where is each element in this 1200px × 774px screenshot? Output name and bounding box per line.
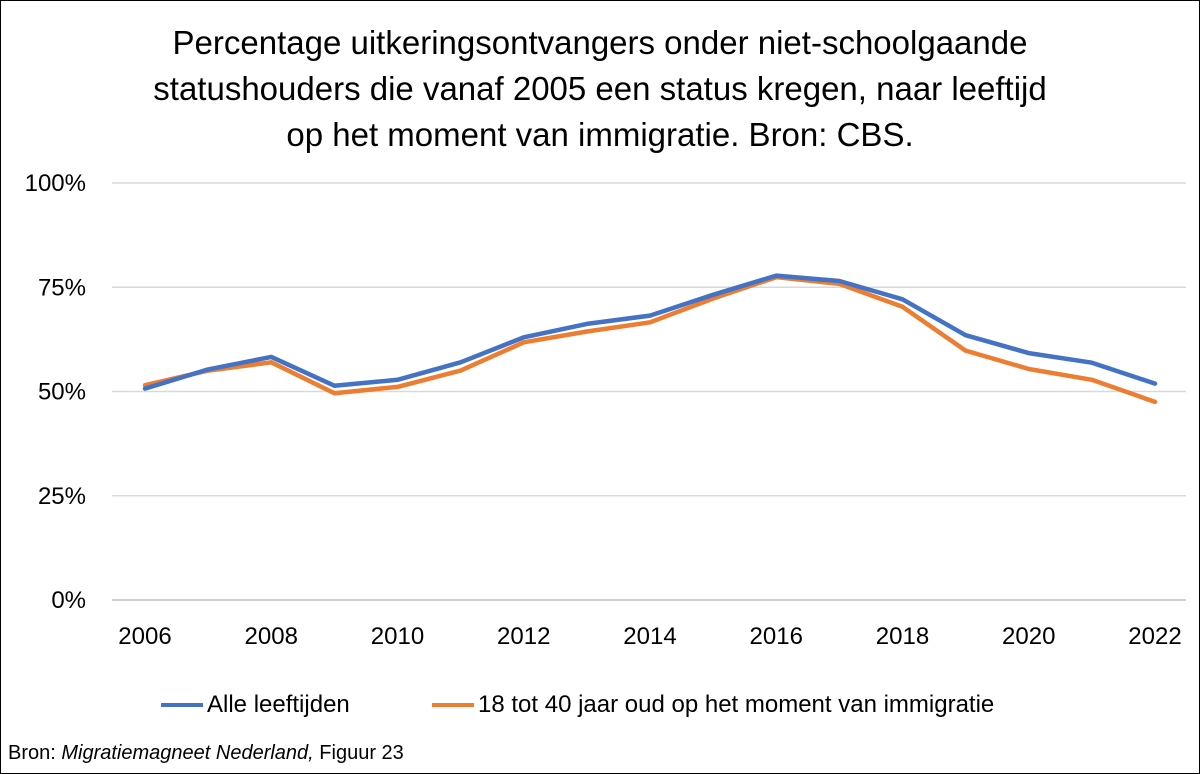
chart-title-line-1: Percentage uitkeringsontvangers onder ni… xyxy=(172,24,1028,61)
source-suffix: Figuur 23 xyxy=(313,742,404,764)
y-axis-tick-labels: 100% 75% 50% 25% 0% xyxy=(25,170,86,614)
source-italic: Migratiemagneet Nederland, xyxy=(61,742,314,764)
y-tick-label-100pct: 100% xyxy=(25,170,86,197)
y-tick-label-0pct: 0% xyxy=(51,587,86,614)
x-tick-label-2006: 2006 xyxy=(118,623,171,650)
series-line-18-tot-40 xyxy=(142,274,1158,405)
legend-swatch-blue xyxy=(161,703,203,707)
x-tick-label-2012: 2012 xyxy=(497,623,550,650)
legend-label-18-tot-40: 18 tot 40 jaar oud op het moment van imm… xyxy=(478,691,995,718)
y-tick-label-25pct: 25% xyxy=(38,483,86,510)
x-tick-label-2014: 2014 xyxy=(623,623,676,650)
x-tick-label-2016: 2016 xyxy=(750,623,803,650)
x-tick-label-2008: 2008 xyxy=(245,623,298,650)
x-tick-label-2022: 2022 xyxy=(1128,623,1181,650)
series-line-alle-leeftijden xyxy=(142,273,1158,391)
legend-item-alle-leeftijden: Alle leeftijden xyxy=(161,689,350,721)
x-tick-label-2018: 2018 xyxy=(876,623,929,650)
legend: Alle leeftijden 18 tot 40 jaar oud op he… xyxy=(0,689,1200,721)
x-axis-tick-labels: 2006 2008 2010 2012 2014 2016 2018 2020 2022 xyxy=(118,623,1181,650)
y-tick-label-50pct: 50% xyxy=(38,379,86,406)
legend-label-alle-leeftijden: Alle leeftijden xyxy=(207,691,350,718)
series-lines xyxy=(142,273,1158,405)
chart-title: Percentage uitkeringsontvangers onder ni… xyxy=(60,20,1140,158)
source-caption: Bron: Migratiemagneet Nederland, Figuur … xyxy=(8,740,404,766)
y-tick-label-75pct: 75% xyxy=(38,274,86,301)
x-tick-label-2010: 2010 xyxy=(371,623,424,650)
chart-title-line-2: statushouders die vanaf 2005 een status … xyxy=(153,70,1047,107)
chart-title-line-3: op het moment van immigratie. Bron: CBS. xyxy=(286,116,914,153)
source-prefix: Bron: xyxy=(8,742,62,764)
legend-swatch-orange xyxy=(432,703,474,707)
x-tick-label-2020: 2020 xyxy=(1002,623,1055,650)
legend-item-18-tot-40: 18 tot 40 jaar oud op het moment van imm… xyxy=(432,689,994,721)
gridlines xyxy=(112,182,1186,601)
